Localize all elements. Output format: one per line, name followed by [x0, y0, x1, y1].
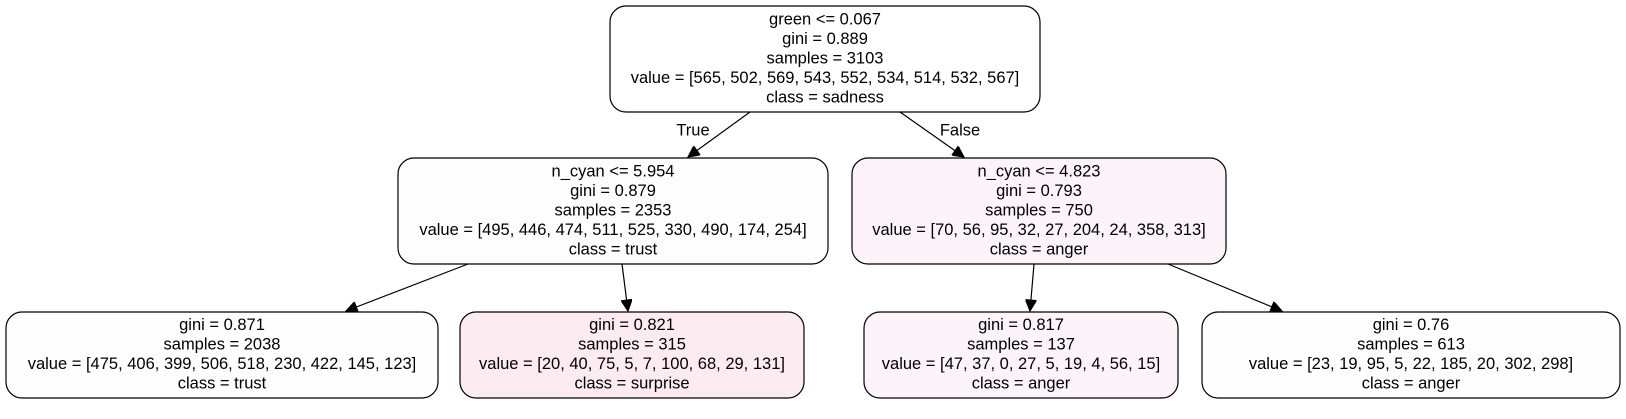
node-box [863, 311, 1179, 399]
node-samples: samples = 3103 [767, 49, 884, 67]
edge-right-to-right-left [1030, 263, 1034, 311]
node-samples: samples = 315 [578, 336, 686, 354]
node-samples: samples = 613 [1357, 336, 1465, 354]
node-samples: samples = 2038 [164, 336, 281, 354]
edge-arrow-line [1030, 263, 1034, 311]
edge-root-to-left: True [676, 111, 751, 157]
edge-arrow-line [1167, 263, 1282, 311]
edge-root-to-right: False [899, 111, 980, 157]
node-gini: gini = 0.817 [978, 316, 1064, 334]
node-class: class = anger [990, 240, 1089, 258]
edges-layer: True False [346, 111, 1282, 311]
node-box [397, 157, 829, 265]
node-value: value = [475, 406, 399, 506, 518, 230, 4… [28, 355, 417, 373]
node-class: class = surprise [574, 375, 689, 393]
node-samples: samples = 750 [985, 201, 1093, 219]
node-value: value = [495, 446, 474, 511, 525, 330, 4… [419, 221, 806, 239]
edge-arrow-line [899, 111, 964, 157]
node-gini: gini = 0.76 [1373, 316, 1450, 334]
node-class: class = sadness [766, 88, 884, 106]
node-samples: samples = 137 [967, 336, 1075, 354]
node-split-condition: n_cyan <= 4.823 [978, 162, 1101, 180]
node-value: value = [565, 502, 569, 543, 552, 534, 5… [631, 69, 1020, 87]
edge-arrow-line [688, 111, 751, 157]
node-samples: samples = 2353 [555, 201, 672, 219]
edge-left-to-left-right [622, 263, 628, 311]
edge-left-to-left-left [346, 263, 469, 311]
node-class: class = trust [178, 375, 267, 393]
node-value: value = [47, 37, 0, 27, 5, 19, 4, 56, 15… [882, 355, 1160, 373]
node-gini: gini = 0.871 [179, 316, 265, 334]
edge-arrow-line [346, 263, 469, 311]
node-gini: gini = 0.793 [996, 182, 1082, 200]
node-box [609, 5, 1041, 113]
node-value: value = [70, 56, 95, 32, 27, 204, 24, 35… [872, 221, 1205, 239]
node-value: value = [20, 40, 75, 5, 7, 100, 68, 29, … [479, 355, 785, 373]
node-class: class = anger [972, 375, 1071, 393]
edge-right-to-right-right [1167, 263, 1282, 311]
node-box [459, 311, 805, 399]
node-box [851, 157, 1227, 265]
node-split-condition: n_cyan <= 5.954 [552, 162, 675, 180]
edge-arrow-line [622, 263, 628, 311]
node-box [1201, 311, 1621, 399]
node-class: class = trust [569, 240, 658, 258]
edge-label-true: True [676, 121, 709, 139]
edge-label-false: False [940, 121, 980, 139]
node-gini: gini = 0.879 [570, 182, 656, 200]
node-class: class = anger [1362, 375, 1461, 393]
node-box [5, 311, 439, 399]
node-gini: gini = 0.889 [782, 30, 868, 48]
node-gini: gini = 0.821 [589, 316, 675, 334]
node-value: value = [23, 19, 95, 5, 22, 185, 20, 302… [1249, 355, 1573, 373]
node-split-condition: green <= 0.067 [769, 10, 881, 28]
